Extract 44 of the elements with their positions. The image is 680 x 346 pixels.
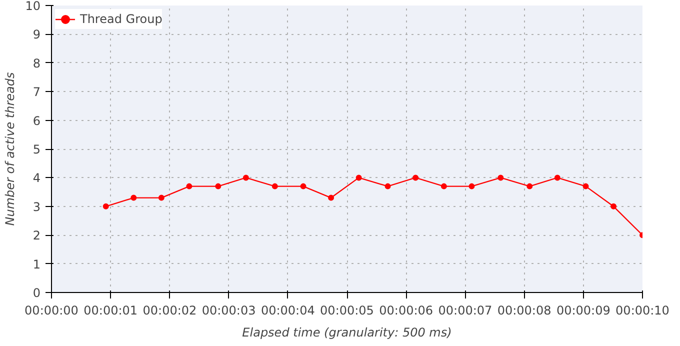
- x-axis-title: Elapsed time (granularity: 500 ms): [242, 326, 452, 340]
- y-tick-label: 5: [32, 142, 41, 156]
- point: [440, 183, 447, 190]
- x-tick-label: 00:00:07: [438, 304, 492, 318]
- point: [272, 183, 278, 190]
- y-axis-title: Number of active threads: [3, 72, 18, 226]
- point: [328, 194, 334, 201]
- point: [412, 174, 419, 181]
- point: [498, 174, 504, 181]
- y-tick-label: 6: [32, 114, 41, 128]
- point: [554, 174, 560, 181]
- point: [130, 194, 137, 201]
- point: [526, 183, 533, 190]
- point: [300, 183, 306, 190]
- point: [610, 203, 617, 210]
- x-tick-label: 00:00:00: [24, 304, 78, 318]
- point: [158, 194, 164, 201]
- point: [384, 183, 391, 190]
- point: [356, 174, 362, 181]
- x-tick-label: 00:00:09: [556, 304, 610, 318]
- x-tick-label: 00:00:05: [320, 304, 374, 318]
- x-tick-label: 00:00:04: [260, 304, 315, 318]
- y-tick-label: 0: [32, 286, 41, 300]
- x-tick-label: 00:00:01: [84, 304, 138, 318]
- point: [102, 203, 109, 210]
- y-tick-label: 3: [32, 200, 41, 214]
- y-tick-label: 8: [32, 56, 41, 70]
- point: [468, 183, 475, 190]
- legend-label: Thread Group: [80, 12, 162, 26]
- y-tick-label: 4: [32, 171, 41, 186]
- x-tick-label: 00:00:02: [142, 304, 197, 318]
- point: [582, 183, 589, 190]
- x-tick-label: 00:00:03: [202, 304, 256, 318]
- point: [215, 183, 222, 190]
- x-tick-label: 00:00:10: [616, 304, 670, 318]
- y-tick-label: 9: [32, 28, 41, 42]
- y-tick-label: 2: [32, 228, 41, 243]
- x-tick-label: 00:00:08: [497, 304, 552, 318]
- y-tick-label: 10: [25, 0, 41, 13]
- x-tick-label: 00:00:06: [379, 304, 434, 318]
- y-tick-label: 7: [32, 85, 41, 100]
- point: [186, 183, 192, 190]
- point: [242, 174, 249, 181]
- y-tick-label: 1: [32, 257, 41, 272]
